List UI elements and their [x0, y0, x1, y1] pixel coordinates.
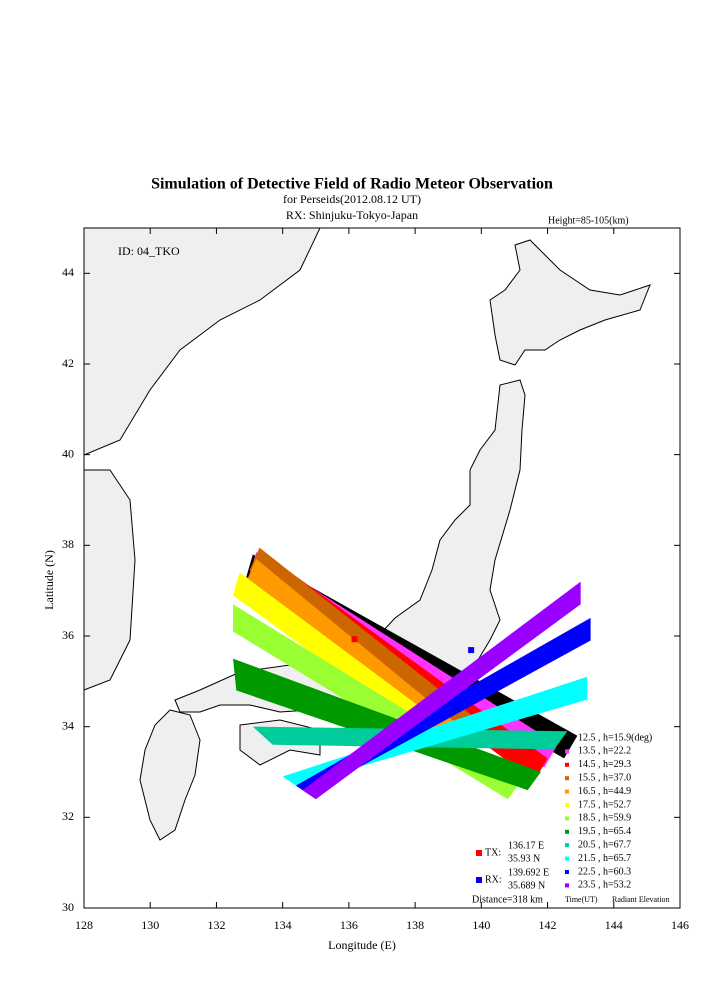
- detection-band: [233, 658, 541, 791]
- legend-entry: 20.5 , h=67.7: [578, 839, 631, 850]
- legend-swatch: [565, 816, 569, 821]
- y-tick-label: 36: [62, 628, 74, 642]
- y-tick-label: 40: [62, 446, 74, 460]
- legend-swatch: [565, 803, 569, 807]
- legend-entry: 16.5 , h=44.9: [578, 786, 631, 797]
- y-tick-label: 30: [62, 900, 74, 914]
- legend-swatch: [565, 749, 569, 754]
- x-tick-label: 142: [539, 918, 557, 932]
- legend-entry: 12.5 , h=15.9(deg): [578, 732, 652, 743]
- tx-site: [351, 636, 358, 643]
- mainland-asia: [83, 227, 321, 456]
- kyushu: [139, 709, 201, 841]
- rx-legend-swatch: [476, 877, 482, 883]
- legend-swatch: [565, 789, 569, 794]
- legend-swatch: [565, 856, 569, 861]
- x-tick-label: 136: [340, 918, 358, 932]
- legend-time-label: Time(UT): [565, 895, 598, 904]
- y-tick-label: 38: [62, 537, 74, 551]
- korea: [83, 469, 136, 691]
- x-tick-label: 146: [671, 918, 689, 932]
- x-axis-label: Longitude (E): [328, 938, 396, 952]
- tx-legend-swatch: [476, 850, 482, 856]
- legend-entry: 23.5 , h=53.2: [578, 880, 631, 891]
- y-axis-label: Latitude (N): [42, 550, 56, 610]
- x-tick-label: 134: [274, 918, 292, 932]
- detection-band: [233, 572, 429, 732]
- x-tick-label: 140: [472, 918, 490, 932]
- detection-band: [302, 581, 581, 800]
- legend-swatch: [565, 829, 569, 834]
- x-tick-label: 128: [75, 918, 93, 932]
- legend-entry: 17.5 , h=52.7: [578, 799, 631, 810]
- legend-swatch: [565, 843, 569, 848]
- legend-swatch: [565, 776, 569, 781]
- receiver-label: RX: Shinjuku-Tokyo-Japan: [286, 208, 418, 222]
- tx-lon: 136.17 E: [508, 840, 544, 851]
- x-tick-label: 130: [141, 918, 159, 932]
- legend-entry: 13.5 , h=22.2: [578, 746, 631, 757]
- legend-swatch: [565, 762, 569, 767]
- x-tick-label: 132: [207, 918, 225, 932]
- y-tick-label: 42: [62, 356, 74, 370]
- legend-swatch: [565, 736, 569, 740]
- rx-lat: 35.689 N: [508, 880, 545, 891]
- legend-entry: 15.5 , h=37.0: [578, 772, 631, 783]
- subtitle: for Perseids(2012.08.12 UT): [283, 192, 421, 206]
- x-tick-label: 138: [406, 918, 424, 932]
- rx-marker: RX:: [485, 874, 502, 885]
- legend-swatch: [565, 870, 569, 874]
- legend-entry: 14.5 , h=29.3: [578, 759, 631, 770]
- legend-elevation-label: Radiant Elevation: [612, 895, 670, 904]
- hokkaido: [489, 239, 651, 366]
- y-tick-label: 32: [62, 809, 74, 823]
- rx-lon: 139.692 E: [508, 867, 549, 878]
- height-label: Height=85-105(km): [548, 215, 629, 226]
- rx-site: [468, 647, 475, 654]
- chart-title: Simulation of Detective Field of Radio M…: [151, 176, 553, 193]
- id-label: ID: 04_TKO: [118, 244, 180, 258]
- detection-band: [249, 547, 475, 736]
- legend-entry: 19.5 , h=65.4: [578, 826, 631, 837]
- bands: [233, 547, 591, 800]
- legend-entry: 18.5 , h=59.9: [578, 813, 631, 824]
- distance-label: Distance=318 km: [472, 894, 543, 905]
- x-tick-label: 144: [605, 918, 623, 932]
- tx-lat: 35.93 N: [508, 853, 540, 864]
- y-tick-label: 44: [62, 265, 74, 279]
- legend-entry: 21.5 , h=65.7: [578, 853, 631, 864]
- legend-entry: 22.5 , h=60.3: [578, 866, 631, 877]
- plot-frame: [83, 227, 681, 909]
- y-tick-label: 34: [62, 718, 74, 732]
- tx-marker: TX:: [485, 847, 501, 858]
- legend-swatch: [565, 883, 569, 888]
